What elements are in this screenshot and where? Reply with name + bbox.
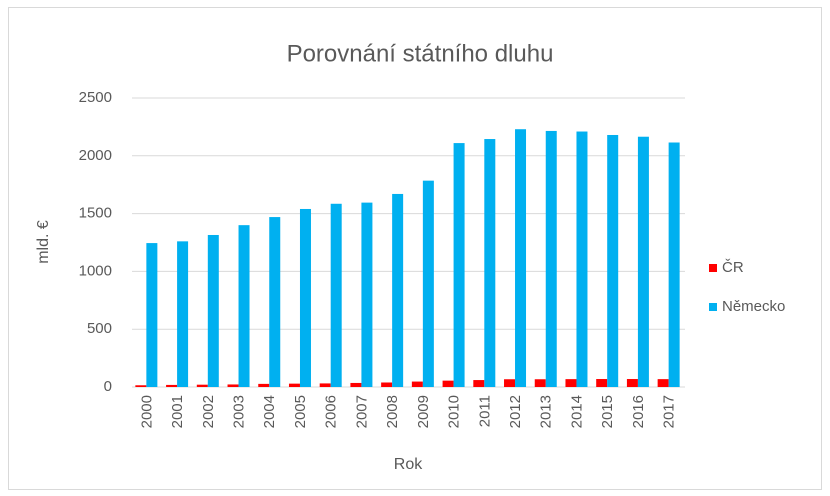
bar — [392, 193, 404, 387]
bar — [607, 134, 619, 387]
legend-swatch — [709, 303, 717, 311]
x-tick-label: 2004 — [261, 395, 278, 428]
bar — [177, 241, 189, 387]
y-tick-label: 1000 — [79, 262, 112, 279]
bar — [411, 381, 423, 387]
x-tick-label: 2016 — [630, 395, 647, 428]
x-tick-label: 2012 — [507, 395, 524, 428]
bar — [515, 129, 527, 387]
bar — [545, 130, 557, 388]
bar — [484, 139, 496, 387]
x-tick-label: 2000 — [138, 395, 155, 428]
bar — [657, 379, 669, 387]
chart-title: Porovnání státního dluhu — [287, 40, 554, 67]
bar — [319, 383, 331, 387]
bar — [330, 203, 342, 387]
x-axis-label: Rok — [394, 456, 423, 473]
bar — [258, 383, 270, 387]
bar — [626, 379, 638, 387]
bar — [668, 142, 680, 387]
bar — [207, 234, 219, 387]
bar — [576, 131, 588, 387]
bar — [166, 384, 178, 387]
bar — [504, 379, 516, 387]
x-tick-label: 2002 — [200, 395, 217, 428]
x-tick-label: 2013 — [538, 395, 555, 428]
bar — [534, 379, 546, 387]
bar — [269, 217, 281, 387]
legend-label: Německo — [722, 298, 785, 315]
chart-frame — [8, 7, 822, 490]
bar — [637, 136, 649, 387]
bar — [361, 202, 373, 387]
y-axis-label: mld. € — [35, 220, 52, 264]
legend-label: ČR — [722, 259, 744, 276]
x-tick-label: 2001 — [169, 395, 186, 428]
y-tick-label: 1500 — [79, 205, 112, 222]
x-tick-label: 2010 — [446, 395, 463, 428]
bar — [596, 379, 608, 387]
x-tick-label: 2015 — [599, 395, 616, 428]
bar — [442, 380, 454, 387]
x-tick-label: 2014 — [568, 395, 585, 428]
bar — [238, 225, 250, 387]
x-tick-label: 2008 — [384, 395, 401, 428]
x-tick-label: 2003 — [230, 395, 247, 428]
x-tick-label: 2005 — [292, 395, 309, 428]
x-tick-label: 2006 — [323, 395, 340, 428]
y-tick-label: 2000 — [79, 147, 112, 164]
bar — [565, 379, 577, 387]
bar — [288, 383, 300, 387]
x-tick-label: 2017 — [661, 395, 678, 428]
x-tick-label: 2011 — [476, 395, 493, 427]
bar — [227, 384, 239, 387]
y-tick-label: 2500 — [79, 89, 112, 106]
bar — [381, 382, 393, 387]
y-tick-label: 0 — [104, 378, 112, 395]
legend-swatch — [709, 264, 717, 272]
bar — [350, 382, 362, 387]
bar — [196, 384, 208, 387]
x-tick-label: 2009 — [415, 395, 432, 428]
bar — [422, 180, 434, 387]
bar — [135, 385, 147, 387]
bar — [146, 243, 158, 387]
bar — [473, 380, 485, 387]
bar — [453, 143, 465, 387]
y-tick-label: 500 — [87, 320, 112, 337]
bar — [299, 208, 311, 387]
x-tick-label: 2007 — [353, 395, 370, 428]
